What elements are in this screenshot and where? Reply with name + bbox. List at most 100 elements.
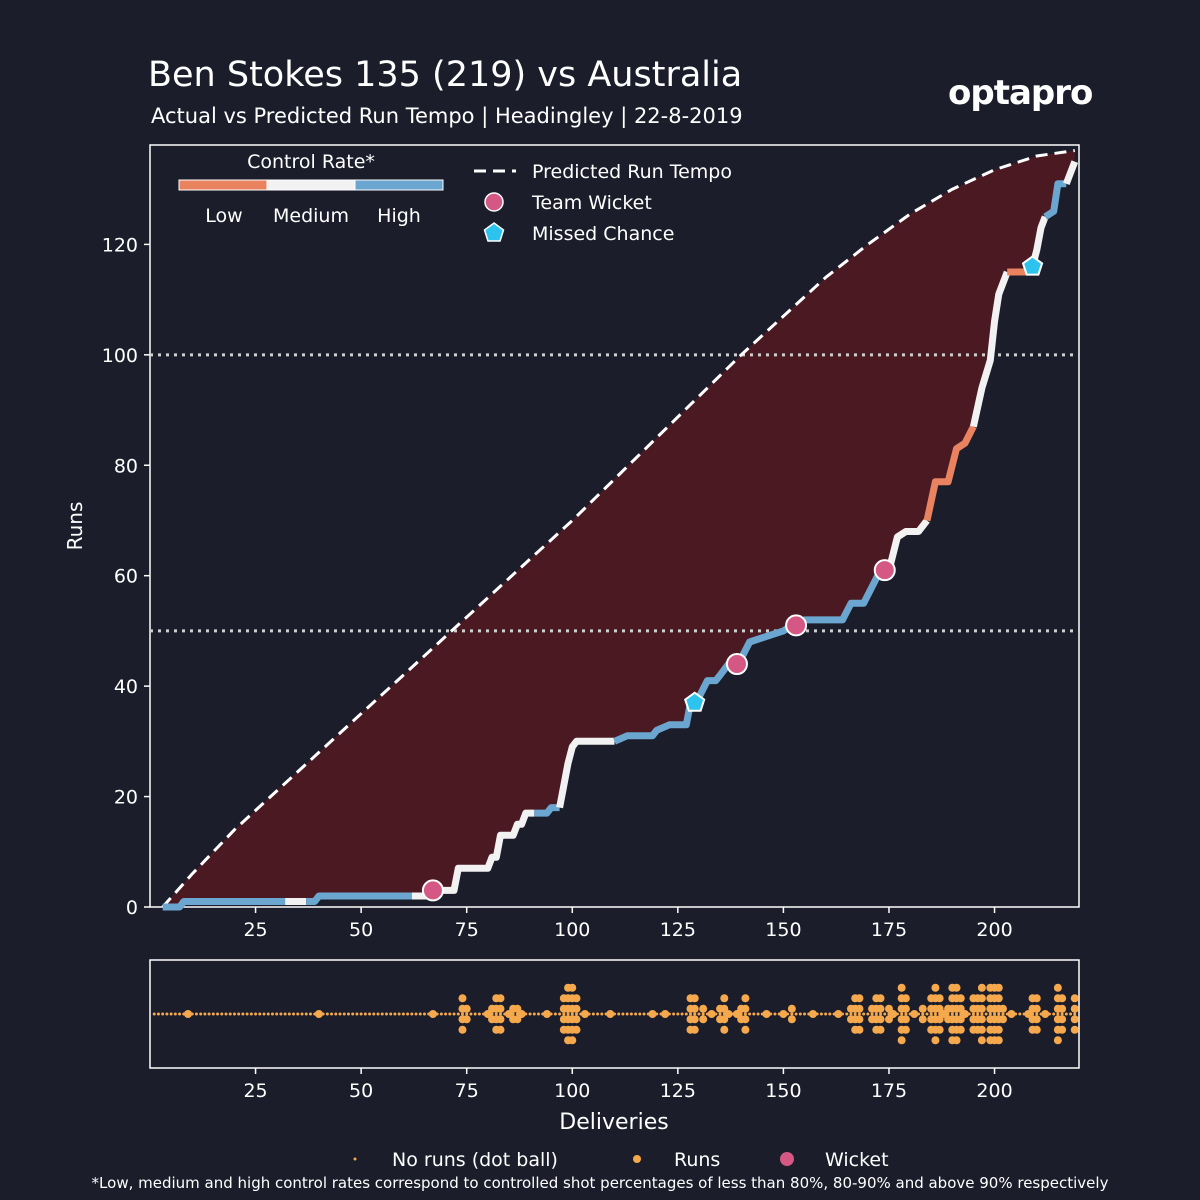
run-marker — [994, 1036, 1003, 1045]
dot-ball-marker — [883, 1012, 887, 1016]
actual-segment-medium — [1063, 160, 1079, 185]
dot-ball-marker — [617, 1012, 621, 1016]
dot-ball-marker — [596, 1012, 600, 1016]
dot-ball-marker — [406, 1012, 410, 1016]
run-marker — [787, 1015, 796, 1024]
dot-ball-marker — [473, 1012, 477, 1016]
run-marker — [1058, 1004, 1067, 1013]
dot-ball-marker — [494, 1012, 498, 1016]
run-marker — [699, 1004, 708, 1013]
missed-chance-marker — [1021, 255, 1044, 276]
run-marker — [952, 983, 961, 992]
dot-ball-marker — [346, 1012, 350, 1016]
x-tick-label: 200 — [976, 919, 1012, 941]
dot-ball-marker — [558, 1012, 562, 1016]
actual-segment-high — [162, 898, 286, 911]
wicket-legend-marker — [484, 192, 504, 212]
dot-ball-marker — [562, 1012, 566, 1016]
run-marker — [1070, 1004, 1079, 1013]
control-medium-label: Medium — [273, 205, 349, 227]
dot-ball-marker — [629, 1012, 633, 1016]
dot-ball-marker — [819, 1012, 823, 1016]
run-marker — [876, 1015, 885, 1024]
y-tick-label: 80 — [114, 455, 138, 477]
dot-ball-marker — [625, 1012, 629, 1016]
dot-ball-marker — [566, 1012, 570, 1016]
missed-chance-marker — [684, 691, 706, 712]
run-marker — [1041, 1010, 1050, 1018]
dot-ball-legend-marker — [353, 1157, 357, 1161]
run-marker — [855, 994, 864, 1003]
run-marker — [901, 1004, 910, 1013]
run-marker — [496, 1015, 505, 1024]
dot-ball-marker — [456, 1012, 460, 1016]
run-marker — [572, 1015, 581, 1024]
dot-ball-marker — [693, 1012, 697, 1016]
run-marker — [542, 1010, 551, 1018]
dot-ball-marker — [338, 1012, 342, 1016]
dot-ball-marker — [249, 1012, 253, 1016]
dot-ball-marker — [465, 1012, 469, 1016]
x-tick-label: 175 — [871, 919, 907, 941]
control-low-swatch — [178, 179, 268, 191]
actual-segment-high — [534, 804, 560, 817]
dot-ball-marker — [469, 1012, 473, 1016]
dot-ball-marker — [363, 1012, 367, 1016]
strip-x-tick-label: 175 — [871, 1080, 907, 1102]
dot-ball-marker — [870, 1012, 874, 1016]
runs-legend-marker — [633, 1155, 641, 1163]
dot-ball-marker — [334, 1012, 338, 1016]
event-markers — [421, 255, 1044, 902]
dot-ball-marker — [1064, 1012, 1068, 1016]
main-plot: Runs 25 50 75 100 125 150 175 200 0 20 40 60 80 100 12… — [63, 144, 1080, 941]
dot-ball-marker — [308, 1012, 312, 1016]
runs-legend-label: Runs — [674, 1149, 720, 1171]
dot-ball-legend-label: No runs (dot ball) — [392, 1149, 558, 1171]
y-tick-label: 40 — [114, 676, 138, 698]
dot-ball-marker — [376, 1012, 380, 1016]
dot-ball-marker — [237, 1012, 241, 1016]
run-marker — [834, 1010, 843, 1018]
run-marker — [496, 1004, 505, 1013]
footnote: *Low, medium and high control rates corr… — [92, 1174, 1109, 1192]
predicted-legend-label: Predicted Run Tempo — [532, 161, 732, 183]
dot-ball-marker — [933, 1012, 937, 1016]
dot-ball-marker — [1056, 1012, 1060, 1016]
dot-ball-marker — [173, 1012, 177, 1016]
dot-ball-marker — [152, 1012, 156, 1016]
dot-ball-marker — [1035, 1012, 1039, 1016]
run-marker — [724, 1010, 733, 1018]
dot-ball-marker — [676, 1012, 680, 1016]
dot-ball-marker — [866, 1012, 870, 1016]
dot-ball-marker — [976, 1012, 980, 1016]
dot-ball-marker — [232, 1012, 236, 1016]
dot-ball-marker — [498, 1012, 502, 1016]
dot-ball-marker — [384, 1012, 388, 1016]
strip-x-tick-label: 200 — [976, 1080, 1012, 1102]
dot-ball-marker — [574, 1012, 578, 1016]
dot-ball-marker — [689, 1012, 693, 1016]
run-marker — [741, 1025, 750, 1034]
run-marker — [897, 983, 906, 992]
dot-ball-marker — [845, 1012, 849, 1016]
area-between-lines — [162, 150, 1075, 907]
run-marker — [977, 1036, 986, 1045]
run-marker — [977, 1004, 986, 1013]
run-marker — [889, 1010, 898, 1018]
dot-ball-marker — [178, 1012, 182, 1016]
run-marker — [956, 1025, 965, 1034]
actual-segment-low — [923, 425, 977, 522]
run-marker — [314, 1010, 323, 1018]
dot-ball-marker — [988, 1012, 992, 1016]
dot-ball-marker — [292, 1012, 296, 1016]
run-marker — [572, 1004, 581, 1013]
wicket-marker — [725, 653, 748, 676]
dot-ball-marker — [701, 1012, 705, 1016]
strip-x-tick-label: 150 — [765, 1080, 801, 1102]
run-marker — [572, 994, 581, 1003]
run-marker — [876, 1025, 885, 1034]
dot-ball-marker — [997, 1012, 1001, 1016]
dot-ball-marker — [258, 1012, 262, 1016]
run-marker — [1032, 994, 1041, 1003]
dot-ball-marker — [342, 1012, 346, 1016]
